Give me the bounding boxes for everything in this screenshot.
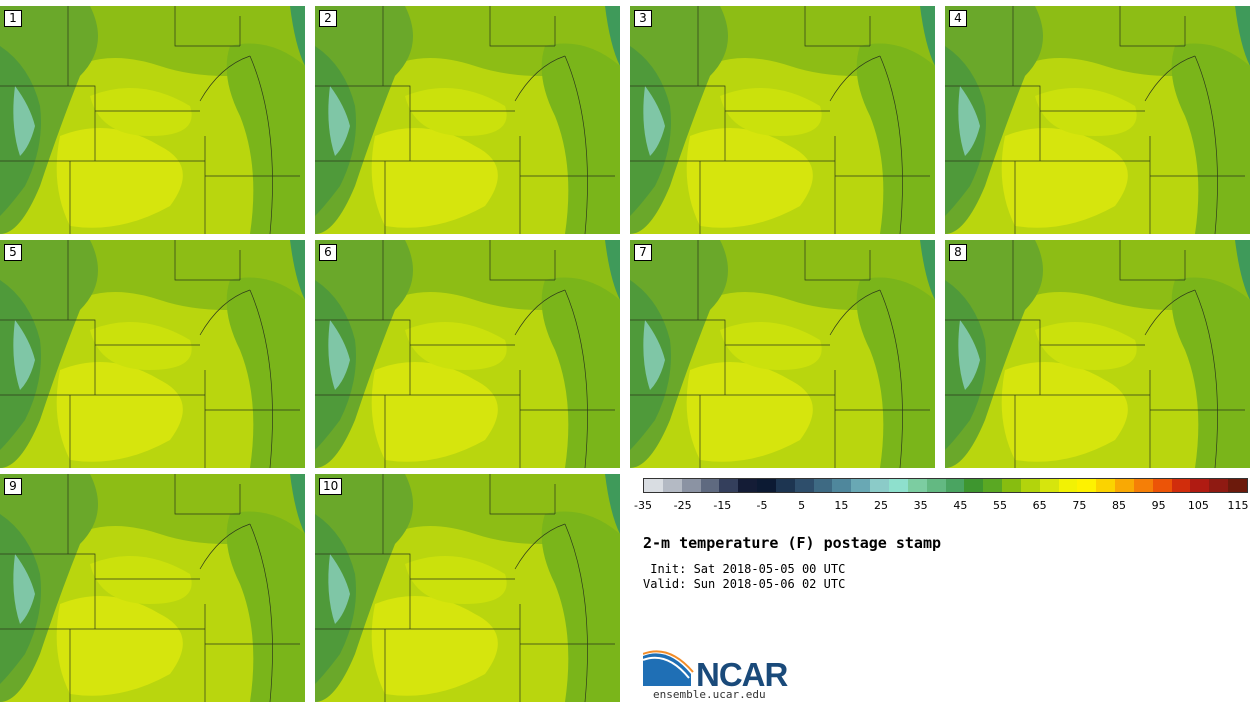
colorbar-swatch xyxy=(1115,479,1134,492)
colorbar-swatch xyxy=(738,479,758,492)
site-url: ensemble.ucar.edu xyxy=(653,688,766,701)
colorbar-tick-label: 85 xyxy=(1112,499,1126,512)
panel-number: 4 xyxy=(949,10,967,27)
colorbar-swatch xyxy=(775,479,795,492)
map-panel-10: 10 xyxy=(315,474,620,702)
colorbar-swatch xyxy=(870,479,889,492)
colorbar-tick-label: -5 xyxy=(756,499,768,512)
temperature-map xyxy=(0,6,305,234)
panel-number: 7 xyxy=(634,244,652,261)
colorbar-swatch xyxy=(1133,479,1153,492)
colorbar-tick-label: 105 xyxy=(1187,499,1209,512)
ncar-logo-icon xyxy=(643,650,694,686)
colorbar-swatch xyxy=(1039,479,1059,492)
colorbar-swatch xyxy=(813,479,833,492)
temperature-map xyxy=(945,240,1250,468)
temperature-map xyxy=(630,6,935,234)
init-time: Init: Sat 2018-05-05 00 UTC xyxy=(643,562,846,576)
colorbar-swatch xyxy=(1020,479,1040,492)
colorbar-tick-label: 115 xyxy=(1227,499,1249,512)
temperature-map xyxy=(315,474,620,702)
forecast-times: Init: Sat 2018-05-05 00 UTC Valid: Sun 2… xyxy=(643,562,845,592)
colorbar-tick-label: -25 xyxy=(673,499,692,512)
logo-wordmark: NCAR xyxy=(696,656,788,693)
colorbar-swatch xyxy=(907,479,927,492)
colorbar-tick-label: 95 xyxy=(1151,499,1166,512)
colorbar-swatch xyxy=(1152,479,1172,492)
colorbar-swatch xyxy=(700,479,720,492)
plot-title: 2-m temperature (F) postage stamp xyxy=(643,534,942,552)
colorbar-swatch xyxy=(832,479,852,492)
colorbar-swatch xyxy=(1058,479,1078,492)
map-panel-7: 7 xyxy=(630,240,935,468)
colorbar-swatch xyxy=(757,479,776,492)
colorbar-swatch xyxy=(681,479,701,492)
temperature-map xyxy=(630,240,935,468)
map-panel-6: 6 xyxy=(315,240,620,468)
colorbar-tick-label: -35 xyxy=(634,499,652,512)
map-panel-3: 3 xyxy=(630,6,935,234)
colorbar-ticks: -35 -25 -15 -5 5 15 25 35 45 55 65 75 85 95 105 115 xyxy=(634,499,1249,513)
panel-number: 8 xyxy=(949,244,967,261)
colorbar-swatch xyxy=(964,479,984,492)
temperature-map xyxy=(0,240,305,468)
colorbar-swatch xyxy=(662,479,682,492)
panel-number: 1 xyxy=(4,10,22,27)
colorbar-swatch xyxy=(1209,479,1229,492)
map-panel-5: 5 xyxy=(0,240,305,468)
colorbar-swatch xyxy=(851,479,871,492)
colorbar-tick-label: 35 xyxy=(913,499,928,512)
colorbar-tick-label: 45 xyxy=(953,499,968,512)
colorbar-swatch xyxy=(945,479,965,492)
map-panel-2: 2 xyxy=(315,6,620,234)
temperature-colorbar xyxy=(643,478,1248,493)
panel-number: 5 xyxy=(4,244,22,261)
colorbar-swatch xyxy=(888,479,908,492)
temperature-map xyxy=(0,474,305,702)
temperature-map xyxy=(315,6,620,234)
panel-number: 9 xyxy=(4,478,22,495)
panel-number: 6 xyxy=(319,244,337,261)
map-panel-8: 8 xyxy=(945,240,1250,468)
valid-time: Valid: Sun 2018-05-06 02 UTC xyxy=(643,577,846,591)
colorbar-tick-label: 55 xyxy=(993,499,1007,512)
colorbar-swatch xyxy=(1077,479,1097,492)
colorbar-swatch xyxy=(1171,479,1191,492)
panel-number: 10 xyxy=(319,478,343,495)
temperature-map xyxy=(315,240,620,468)
colorbar-swatch xyxy=(926,479,946,492)
colorbar-swatch xyxy=(1002,479,1021,492)
colorbar-swatch xyxy=(1228,479,1247,492)
colorbar-tick-label: 65 xyxy=(1032,499,1047,512)
colorbar-tick-label: 15 xyxy=(834,499,849,512)
panel-number: 2 xyxy=(319,10,337,27)
colorbar-swatch xyxy=(644,479,663,492)
colorbar-tick-label: 5 xyxy=(798,499,806,512)
colorbar-swatch xyxy=(1190,479,1210,492)
colorbar-tick-label: -15 xyxy=(713,499,732,512)
map-panel-1: 1 xyxy=(0,6,305,234)
colorbar-swatch xyxy=(794,479,814,492)
temperature-map xyxy=(945,6,1250,234)
colorbar-swatch xyxy=(1096,479,1116,492)
colorbar-tick-label: 75 xyxy=(1072,499,1087,512)
colorbar-swatch xyxy=(983,479,1003,492)
colorbar-tick-label: 25 xyxy=(874,499,888,512)
map-panel-9: 9 xyxy=(0,474,305,702)
colorbar-swatch xyxy=(719,479,739,492)
panel-number: 3 xyxy=(634,10,652,27)
map-panel-4: 4 xyxy=(945,6,1250,234)
